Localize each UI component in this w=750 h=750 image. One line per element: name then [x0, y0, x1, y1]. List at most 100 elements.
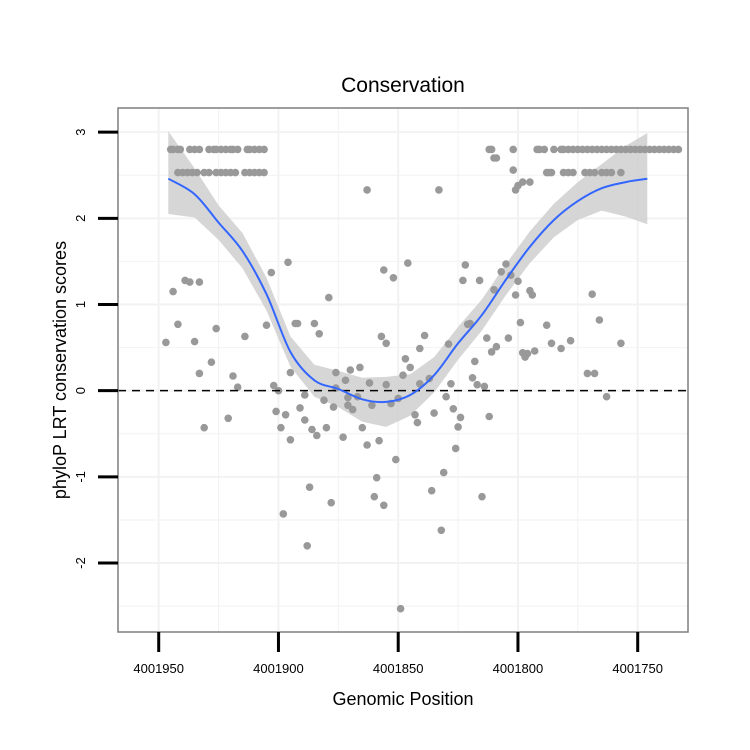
- data-point: [313, 431, 321, 440]
- data-point: [590, 168, 599, 177]
- data-point: [301, 416, 309, 424]
- data-point: [583, 369, 592, 378]
- data-point: [329, 403, 338, 411]
- data-point: [207, 358, 216, 367]
- data-point: [480, 382, 489, 391]
- data-point: [492, 342, 501, 351]
- data-point: [454, 423, 462, 431]
- data-point: [370, 492, 379, 501]
- chart-title: Conservation: [341, 74, 465, 97]
- x-tick-label: 4001850: [373, 661, 424, 676]
- data-point: [382, 339, 391, 348]
- data-point: [427, 486, 436, 495]
- x-tick-label: 4001750: [612, 661, 663, 676]
- data-point: [315, 330, 324, 338]
- y-tick-label: -1: [73, 471, 88, 483]
- data-point: [404, 259, 412, 267]
- data-point: [325, 293, 333, 302]
- data-point: [617, 339, 625, 348]
- data-point: [382, 380, 391, 389]
- data-point: [530, 347, 539, 355]
- x-tick-label: 4001800: [493, 661, 544, 676]
- data-point: [590, 369, 599, 378]
- data-point: [346, 366, 355, 374]
- data-point: [162, 338, 170, 347]
- data-point: [396, 604, 405, 613]
- data-point: [516, 318, 525, 327]
- data-point: [468, 374, 477, 382]
- smooth-line: [167, 177, 648, 404]
- data-point: [229, 372, 237, 380]
- data-point: [547, 339, 556, 348]
- data-point: [547, 168, 556, 177]
- data-point: [425, 374, 434, 383]
- data-point: [526, 178, 534, 186]
- data-point: [540, 145, 549, 154]
- data-point: [497, 268, 506, 276]
- data-point: [195, 369, 204, 378]
- data-point: [595, 316, 604, 324]
- data-point: [566, 336, 575, 345]
- data-point: [442, 392, 450, 401]
- data-point: [511, 291, 520, 299]
- data-point: [190, 337, 199, 346]
- data-point: [372, 473, 381, 482]
- x-axis-title: Genomic Position: [332, 689, 473, 709]
- data-point: [459, 276, 467, 285]
- data-point: [437, 526, 446, 535]
- data-point: [416, 380, 424, 388]
- data-point: [233, 383, 242, 392]
- confidence-band: [168, 131, 648, 427]
- data-point: [296, 404, 304, 412]
- data-point: [461, 261, 470, 269]
- data-point: [341, 376, 350, 385]
- data-point: [435, 186, 443, 194]
- panel-border: [117, 107, 689, 633]
- y-tick-label: 1: [73, 301, 88, 308]
- data-point: [368, 401, 376, 410]
- data-point: [439, 468, 448, 477]
- data-point: [272, 407, 280, 416]
- data-point: [401, 355, 410, 363]
- data-point: [279, 510, 288, 518]
- y-tick-label: 3: [73, 128, 88, 135]
- data-point: [308, 425, 316, 434]
- data-point: [303, 542, 312, 550]
- data-point: [327, 498, 336, 507]
- data-point: [617, 168, 625, 177]
- y-tick-label: 0: [73, 387, 88, 394]
- data-point: [490, 286, 498, 294]
- data-point: [363, 186, 371, 194]
- data-point: [224, 414, 232, 423]
- grid-minor: [118, 108, 688, 632]
- data-point: [286, 436, 295, 444]
- data-point: [212, 324, 220, 333]
- data-point: [320, 396, 328, 405]
- data-point: [380, 501, 388, 510]
- data-point: [399, 371, 407, 380]
- data-point: [420, 331, 429, 340]
- data-point: [260, 145, 268, 154]
- data-point: [363, 441, 371, 449]
- data-point: [411, 411, 419, 419]
- data-point: [339, 433, 347, 442]
- data-point: [406, 363, 415, 372]
- data-points: [162, 145, 683, 613]
- data-point: [169, 287, 177, 296]
- data-point: [193, 168, 201, 177]
- data-point: [176, 145, 185, 154]
- data-point: [607, 168, 616, 177]
- data-point: [485, 412, 494, 421]
- y-axis: 3 2 1 0 -1 -2: [73, 128, 118, 569]
- data-point: [332, 368, 340, 377]
- data-point: [430, 409, 438, 417]
- data-point: [449, 405, 458, 413]
- data-point: [277, 423, 285, 432]
- data-point: [310, 319, 319, 328]
- data-point: [447, 380, 455, 388]
- y-axis-title: phyloP LRT conservation scores: [50, 241, 70, 499]
- data-point: [365, 379, 374, 387]
- data-point: [523, 349, 532, 358]
- data-point: [483, 334, 491, 342]
